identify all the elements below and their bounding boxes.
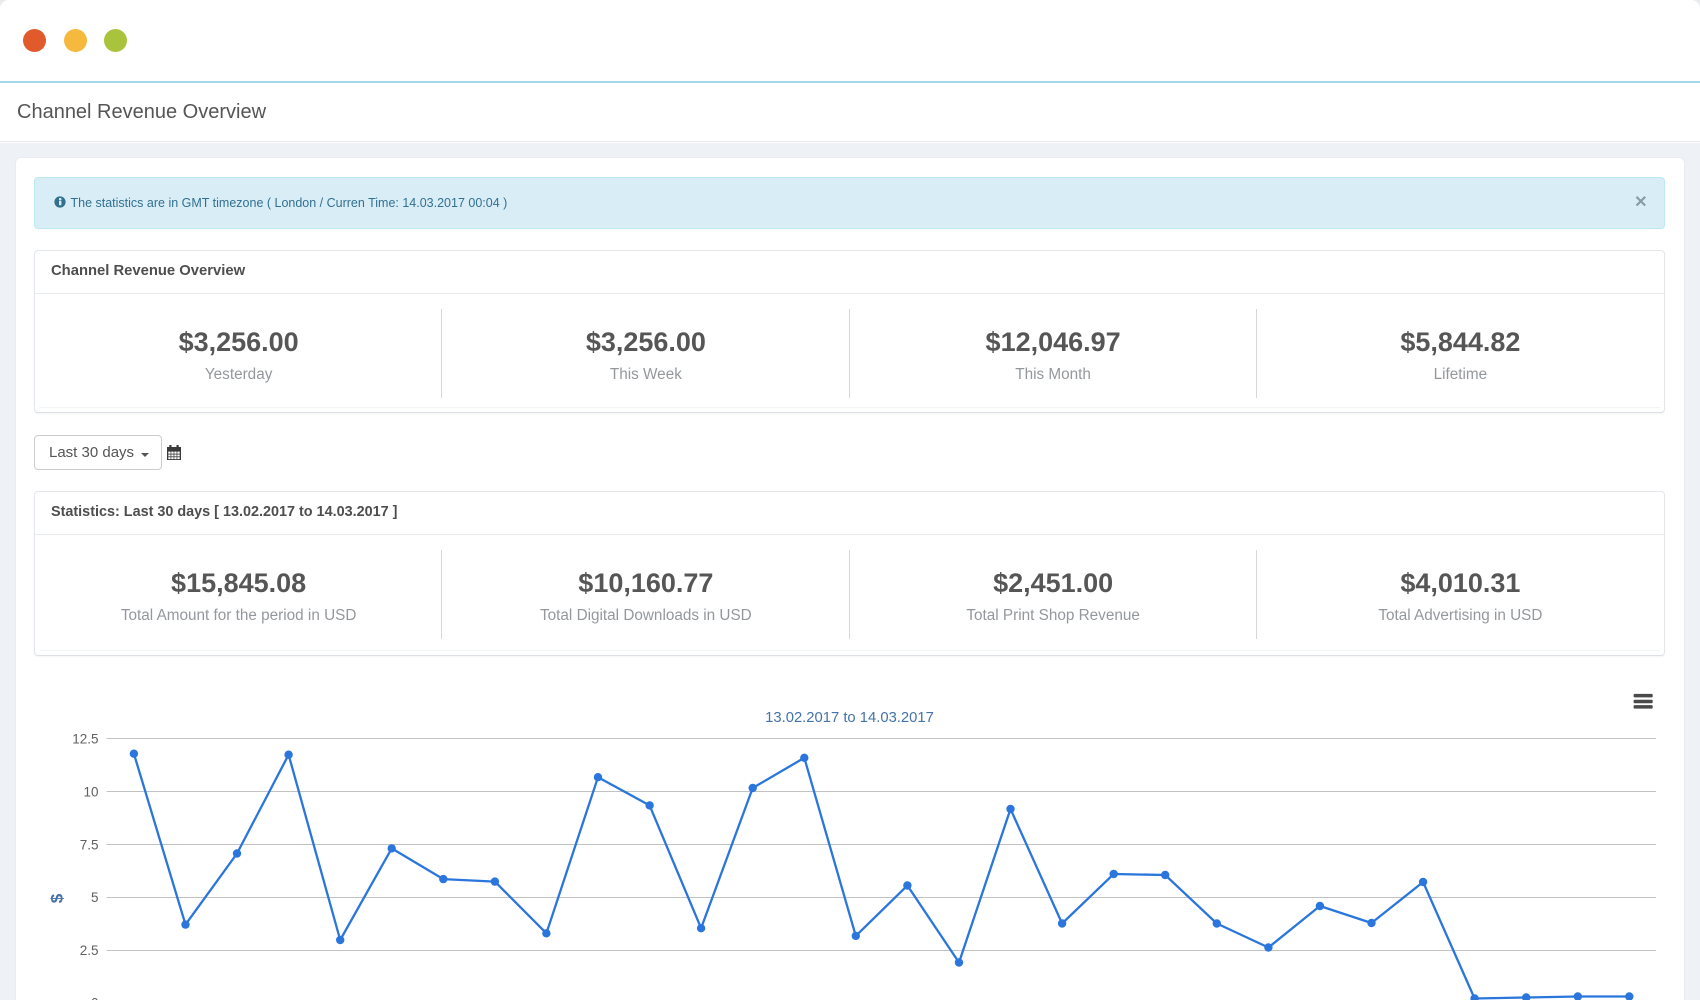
svg-text:10: 10: [83, 785, 98, 800]
svg-text:7.5: 7.5: [80, 837, 99, 852]
svg-text:13.02.2017 to 14.03.2017: 13.02.2017 to 14.03.2017: [765, 710, 934, 726]
svg-text:$: $: [47, 893, 66, 903]
svg-text:2.5: 2.5: [80, 943, 99, 958]
svg-text:0: 0: [91, 996, 99, 1000]
svg-text:12.5: 12.5: [72, 732, 98, 747]
svg-text:5: 5: [91, 890, 99, 905]
